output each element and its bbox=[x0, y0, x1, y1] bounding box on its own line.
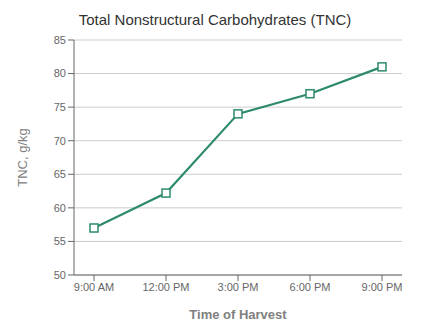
svg-text:80: 80 bbox=[54, 67, 66, 79]
svg-text:60: 60 bbox=[54, 202, 66, 214]
svg-text:Time of Harvest: Time of Harvest bbox=[189, 307, 287, 322]
svg-text:3:00 PM: 3:00 PM bbox=[218, 281, 259, 293]
svg-text:65: 65 bbox=[54, 168, 66, 180]
svg-text:50: 50 bbox=[54, 269, 66, 281]
svg-text:TNC, g/kg: TNC, g/kg bbox=[15, 128, 30, 187]
svg-text:55: 55 bbox=[54, 235, 66, 247]
svg-text:85: 85 bbox=[54, 34, 66, 46]
svg-text:12:00 PM: 12:00 PM bbox=[142, 281, 189, 293]
svg-text:70: 70 bbox=[54, 135, 66, 147]
html-text:Total Nonstructural Carbohydra: Total Nonstructural Carbohydrates (TNC) bbox=[78, 11, 352, 28]
svg-text:9:00 PM: 9:00 PM bbox=[362, 281, 403, 293]
svg-text:6:00 PM: 6:00 PM bbox=[290, 281, 331, 293]
svg-text:75: 75 bbox=[54, 101, 66, 113]
svg-text:9:00 AM: 9:00 AM bbox=[74, 281, 114, 293]
